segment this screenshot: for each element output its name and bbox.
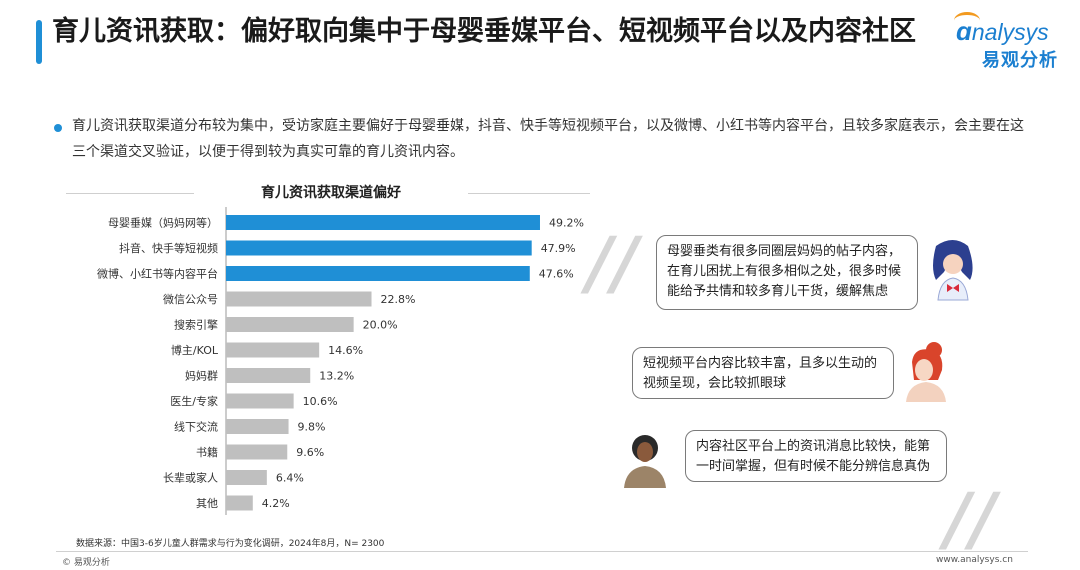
quote-bubble-1: 母婴垂类有很多同圈层妈妈的帖子内容，在育儿困扰上有很多相似之处，很多时候能给予共… — [656, 235, 918, 310]
footer-url[interactable]: www.analysys.cn — [936, 555, 1013, 565]
value-label: 14.6% — [328, 344, 363, 357]
value-label: 47.6% — [539, 268, 574, 281]
bar — [226, 291, 372, 307]
woman-avatar-icon-3 — [624, 435, 666, 488]
value-label: 9.6% — [296, 446, 324, 459]
value-label: 9.8% — [298, 421, 326, 434]
bar — [226, 215, 540, 230]
bar — [226, 393, 294, 409]
bar — [226, 470, 267, 485]
quote-bubble-3: 内容社区平台上的资讯消息比较快，能第一时间掌握，但有时候不能分辨信息真伪 — [685, 430, 947, 482]
page-title: 育儿资讯获取：偏好取向集中于母婴垂媒平台、短视频平台以及内容社区 — [52, 16, 916, 47]
bar — [226, 368, 311, 383]
footer-copyright: © 易观分析 — [62, 558, 110, 568]
category-label: 抖音、快手等短视频 — [119, 241, 218, 255]
open-quote-icon: // — [586, 221, 638, 304]
value-label: 22.8% — [381, 293, 416, 306]
mother-avatar-icon-1 — [933, 240, 973, 301]
category-label: 长辈或家人 — [163, 471, 218, 485]
bar — [226, 317, 354, 332]
category-label: 其他 — [196, 497, 218, 510]
bar-chart: 母婴垂媒（妈妈网等） 49.2% 抖音、快手等短视频 47.9% 微博、小红书等内容平台… — [97, 207, 584, 515]
bar — [226, 444, 288, 460]
logo-chinese: 易观分析 — [982, 50, 1058, 71]
value-label: 49.2% — [549, 217, 584, 230]
bar — [226, 266, 530, 281]
woman-avatar-icon-2 — [906, 342, 946, 402]
summary-text: 育儿资讯获取渠道分布较为集中，受访家庭主要偏好于母婴垂媒，抖音、快手等短视频平台… — [72, 118, 1024, 160]
quote-bubble-2: 短视频平台内容比较丰富，且多以生动的视频呈现，会比较抓眼球 — [632, 347, 894, 399]
category-label: 妈妈群 — [185, 369, 218, 383]
close-quote-icon: // — [944, 477, 996, 560]
value-label: 13.2% — [319, 370, 354, 383]
chart-title: 育儿资讯获取渠道偏好 — [261, 185, 401, 201]
data-source: 数据来源：中国3-6岁儿童人群需求与行为变化调研，2024年8月，N= 2300 — [76, 539, 385, 549]
chart-title-rule-right — [468, 193, 590, 194]
bullet-icon — [54, 124, 62, 132]
logo-arc-icon — [954, 12, 980, 29]
category-label: 母婴垂媒（妈妈网等） — [108, 216, 218, 230]
bar — [226, 419, 289, 434]
chart-title-rule-left — [66, 193, 194, 194]
category-label: 搜索引擎 — [174, 318, 218, 332]
category-label: 书籍 — [196, 445, 218, 459]
category-label: 线下交流 — [174, 420, 218, 434]
footer-divider — [56, 551, 1028, 552]
value-label: 47.9% — [541, 242, 576, 255]
title-accent-bar — [36, 20, 42, 64]
category-label: 微博、小红书等内容平台 — [97, 267, 218, 281]
bar — [226, 495, 253, 511]
value-label: 10.6% — [303, 395, 338, 408]
analysys-logo: ɑnalysys 易观分析 — [954, 12, 1066, 72]
value-label: 6.4% — [276, 472, 304, 485]
value-label: 4.2% — [262, 497, 290, 510]
category-label: 微信公众号 — [163, 292, 218, 306]
value-label: 20.0% — [363, 319, 398, 332]
bar — [226, 240, 532, 256]
category-label: 医生/专家 — [170, 394, 218, 408]
bar — [226, 342, 320, 358]
logo-english: ɑnalysys — [956, 16, 1049, 46]
category-label: 博主/KOL — [171, 344, 219, 357]
